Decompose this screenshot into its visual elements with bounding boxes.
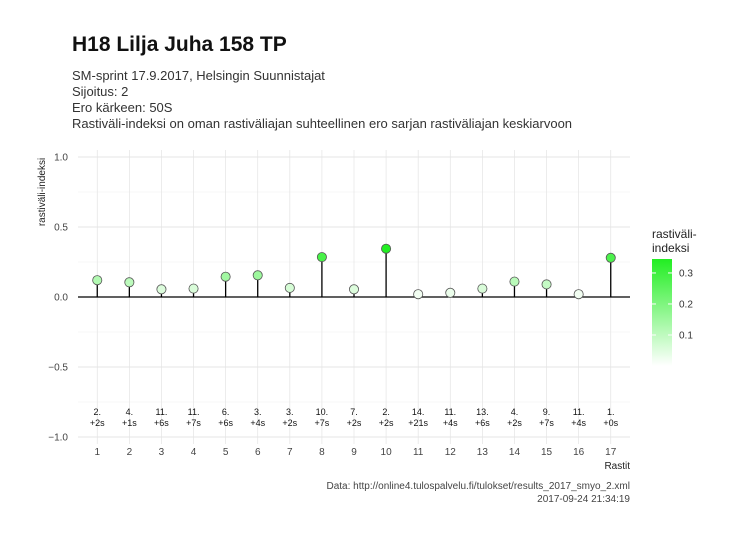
leg-rank-label: 9. — [543, 407, 551, 417]
x-tick-label: 10 — [381, 447, 393, 458]
x-axis-title: Rastit — [604, 461, 630, 472]
leg-gap-label: +6s — [154, 418, 169, 428]
lollipop-point — [381, 243, 392, 254]
leg-gap-label: +6s — [475, 418, 490, 428]
leg-gap-label: +4s — [443, 418, 458, 428]
lollipop-point — [188, 283, 199, 294]
x-tick-label: 15 — [541, 447, 553, 458]
leg-rank-label: 11. — [573, 407, 585, 417]
lollipop-point — [445, 287, 456, 298]
leg-rank-label: 3. — [286, 407, 294, 417]
leg-rank-label: 2. — [93, 407, 101, 417]
leg-gap-label: +2s — [507, 418, 522, 428]
leg-rank-label: 11. — [188, 407, 200, 417]
leg-rank-label: 6. — [222, 407, 230, 417]
lollipop-point — [541, 279, 552, 290]
x-tick-label: 8 — [319, 447, 325, 458]
leg-rank-label: 10. — [316, 407, 329, 417]
x-tick-label: 6 — [255, 447, 261, 458]
leg-gap-label: +1s — [122, 418, 137, 428]
chart-title: H18 Lilja Juha 158 TP — [72, 33, 287, 56]
leg-rank-label: 4. — [511, 407, 519, 417]
legend-colorbar — [652, 259, 672, 366]
legend-break-label: 0.1 — [679, 330, 693, 341]
lollipop-point — [284, 282, 295, 293]
legend-break-label: 0.3 — [679, 268, 693, 279]
leg-rank-label: 11. — [156, 407, 168, 417]
leg-rank-label: 3. — [254, 407, 262, 417]
lollipop-point — [316, 252, 327, 263]
y-axis-title: rastiväli-indeksi — [37, 158, 48, 226]
x-tick-label: 16 — [573, 447, 585, 458]
lollipop-point — [220, 271, 231, 282]
leg-rank-label: 14. — [412, 407, 425, 417]
x-tick-label: 5 — [223, 447, 229, 458]
leg-rank-label: 1. — [607, 407, 615, 417]
x-tick-label: 1 — [94, 447, 100, 458]
leg-gap-label: +2s — [347, 418, 362, 428]
lollipop-point — [477, 283, 488, 294]
lollipop-point — [124, 277, 135, 288]
leg-rank-label: 7. — [350, 407, 358, 417]
lollipop-point — [413, 289, 424, 300]
lollipop-point — [348, 284, 359, 295]
leg-gap-label: +6s — [218, 418, 233, 428]
subtitle-placement: Sijoitus: 2 — [72, 84, 129, 99]
y-tick-label: 1.0 — [54, 153, 68, 164]
x-tick-label: 7 — [287, 447, 293, 458]
leg-gap-label: +7s — [186, 418, 201, 428]
leg-gap-label: +0s — [603, 418, 618, 428]
subtitle-gap-to-leader: Ero kärkeen: 50S — [72, 100, 173, 115]
x-tick-label: 2 — [127, 447, 133, 458]
lollipop-point — [92, 275, 103, 286]
y-tick-label: 0.0 — [54, 293, 68, 304]
x-tick-label: 3 — [159, 447, 165, 458]
lollipop-point — [156, 284, 167, 295]
lollipop-point — [509, 276, 520, 287]
x-tick-label: 12 — [445, 447, 457, 458]
y-tick-label: 0.5 — [54, 223, 68, 234]
data-source-caption: Data: http://online4.tulospalvelu.fi/tul… — [326, 481, 630, 492]
leg-gap-label: +7s — [315, 418, 330, 428]
legend-title-line-1: rastiväli- — [652, 227, 697, 241]
x-tick-label: 14 — [509, 447, 521, 458]
x-tick-label: 9 — [351, 447, 357, 458]
lollipop-point — [573, 289, 584, 300]
leg-gap-label: +4s — [571, 418, 586, 428]
x-tick-label: 13 — [477, 447, 489, 458]
leg-gap-label: +2s — [90, 418, 105, 428]
legend-title: rastiväli- indeksi — [652, 227, 712, 255]
x-tick-label: 4 — [191, 447, 197, 458]
y-tick-label: −0.5 — [48, 363, 68, 374]
leg-rank-label: 2. — [382, 407, 390, 417]
leg-gap-label: +2s — [379, 418, 394, 428]
leg-rank-label: 13. — [476, 407, 489, 417]
leg-gap-label: +2s — [282, 418, 297, 428]
y-tick-label: −1.0 — [48, 433, 68, 444]
leg-rank-label: 11. — [444, 407, 456, 417]
lollipop-point — [252, 270, 263, 281]
leg-gap-label: +7s — [539, 418, 554, 428]
timestamp-caption: 2017-09-24 21:34:19 — [537, 494, 630, 505]
subtitle-index-explanation: Rastiväli-indeksi on oman rastiväliajan … — [72, 116, 573, 131]
x-tick-label: 17 — [605, 447, 617, 458]
subtitle-event: SM-sprint 17.9.2017, Helsingin Suunnista… — [72, 68, 325, 83]
legend-title-line-2: indeksi — [652, 241, 690, 255]
leg-gap-label: +21s — [408, 418, 428, 428]
leg-rank-label: 4. — [126, 407, 134, 417]
leg-gap-label: +4s — [250, 418, 265, 428]
x-tick-label: 11 — [413, 447, 424, 458]
lollipop-point — [605, 252, 616, 263]
legend-break-label: 0.2 — [679, 299, 693, 310]
